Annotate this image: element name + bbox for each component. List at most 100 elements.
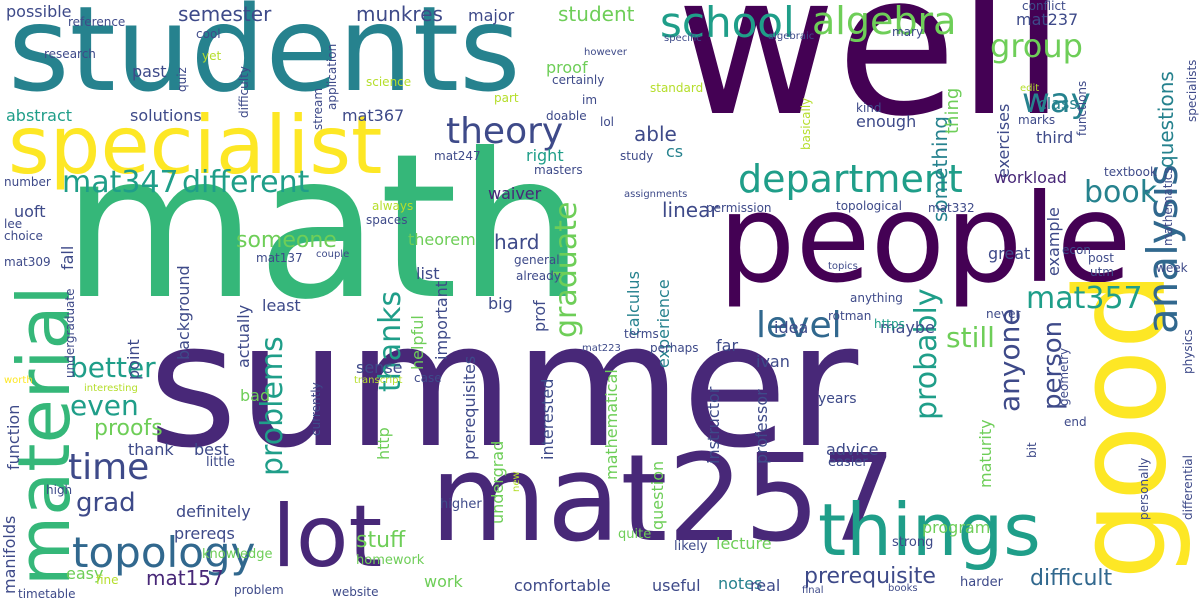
- word: major: [468, 6, 515, 25]
- word: maturity: [976, 419, 995, 488]
- word: high: [46, 483, 73, 497]
- word: level: [756, 305, 842, 346]
- word: stuff: [356, 528, 406, 553]
- word: conflict: [1022, 0, 1066, 13]
- word: fall: [58, 245, 77, 270]
- word: important: [432, 280, 451, 360]
- word: summer: [148, 285, 859, 486]
- word: lol: [600, 115, 615, 129]
- word: someone: [236, 228, 337, 253]
- word: idea: [774, 318, 809, 337]
- word: mathematical: [602, 369, 621, 480]
- word: least: [262, 296, 301, 315]
- word: problems: [255, 336, 290, 476]
- word: higher: [440, 497, 482, 512]
- word: point: [124, 339, 143, 380]
- word: class: [1038, 94, 1078, 113]
- word: manifolds: [0, 515, 19, 594]
- word: mat309: [4, 255, 51, 269]
- word: way: [1022, 81, 1091, 121]
- word: notes: [718, 574, 763, 593]
- word: instructor: [704, 386, 723, 464]
- word: however: [584, 47, 627, 58]
- word: solutions: [130, 106, 202, 125]
- word: yet: [202, 49, 222, 63]
- word: end: [1064, 415, 1087, 429]
- word: specific: [664, 33, 702, 44]
- word: mathematics: [1161, 167, 1175, 246]
- word: already: [516, 269, 561, 283]
- word: theory: [446, 111, 564, 152]
- word: topics: [828, 261, 858, 272]
- word: semester: [178, 2, 272, 26]
- word: perhaps: [650, 341, 699, 355]
- word: uoft: [14, 202, 46, 221]
- word: program: [922, 518, 991, 537]
- word: quiz: [175, 67, 189, 92]
- word: questions: [1154, 71, 1178, 168]
- word: great: [988, 244, 1031, 263]
- word: general: [514, 253, 560, 267]
- word: homework: [356, 553, 425, 568]
- word: mary: [892, 25, 924, 39]
- word: terms: [624, 327, 659, 341]
- word: mat357: [1026, 281, 1143, 316]
- word: week: [1156, 261, 1188, 275]
- word: advice: [826, 440, 879, 459]
- word: real: [750, 576, 781, 595]
- word: difficult: [1030, 566, 1113, 591]
- word: case: [414, 371, 442, 385]
- word: linear: [662, 198, 719, 222]
- word: mat157: [146, 566, 224, 590]
- word: post: [1088, 251, 1114, 265]
- word: abstract: [6, 106, 73, 125]
- word: things: [818, 488, 1041, 572]
- word: assignments: [624, 189, 688, 200]
- word: knowledge: [202, 547, 273, 562]
- word: application: [325, 43, 339, 110]
- word: time: [68, 447, 150, 488]
- word: mat137: [256, 251, 303, 265]
- word: undergraduate: [63, 288, 77, 378]
- word: well: [676, 0, 1066, 160]
- word: edit: [1020, 83, 1040, 94]
- word: example: [1044, 207, 1063, 276]
- word: students: [8, 0, 521, 118]
- word: lot: [272, 487, 383, 587]
- word: question: [648, 460, 667, 530]
- word: even: [70, 389, 139, 422]
- word: prof: [530, 300, 549, 332]
- word: couple: [316, 249, 350, 260]
- word: algebra: [812, 0, 957, 43]
- word: years: [818, 391, 857, 407]
- word: enough: [856, 112, 917, 131]
- word: utm: [1090, 265, 1114, 279]
- word: third: [1036, 128, 1074, 147]
- word: grad: [76, 488, 136, 518]
- word: website: [332, 585, 379, 599]
- word: certainly: [552, 73, 605, 87]
- word: able: [634, 122, 677, 146]
- word: prerequisite: [804, 564, 936, 589]
- word: stream: [311, 87, 325, 130]
- word: mat347: [62, 165, 179, 200]
- word: actually: [234, 304, 253, 368]
- word: specialist: [8, 99, 383, 192]
- word: https: [874, 317, 905, 331]
- word: hard: [494, 230, 540, 254]
- word: different: [182, 165, 310, 200]
- word: personally: [1137, 457, 1151, 520]
- word: science: [366, 75, 412, 89]
- word: thank: [128, 440, 174, 459]
- word: past: [132, 62, 167, 81]
- word: maybe: [880, 318, 935, 337]
- word: prerequisites: [460, 355, 479, 460]
- word: rotman: [828, 309, 872, 323]
- word: basically: [799, 97, 813, 150]
- word: still: [946, 321, 995, 354]
- word: quite: [618, 527, 652, 542]
- word: mat237: [1016, 10, 1079, 29]
- word: proofs: [94, 416, 163, 441]
- word: http: [374, 427, 393, 460]
- word: im: [582, 93, 598, 107]
